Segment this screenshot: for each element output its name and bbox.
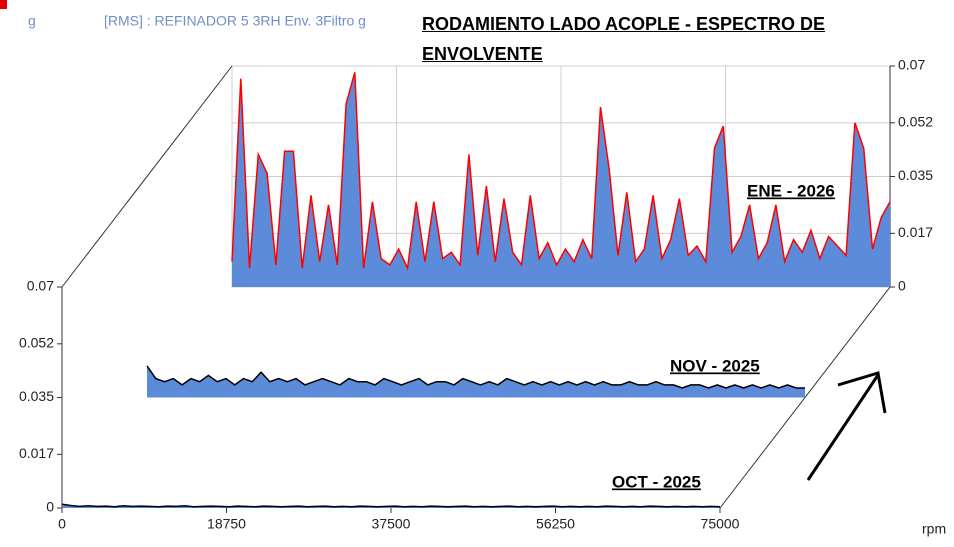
x-axis-label: rpm xyxy=(922,521,946,537)
x-tick-label: 0 xyxy=(58,516,66,532)
x-tick-label: 75000 xyxy=(701,516,740,532)
y-tick-label: 0.017 xyxy=(19,445,54,461)
spectrum-area xyxy=(232,72,890,287)
subtitle: [RMS] : REFINADOR 5 3RH Env. 3Filtro g xyxy=(104,13,366,29)
y-tick-label: 0.017 xyxy=(898,224,933,240)
window-icon xyxy=(0,0,7,9)
y-tick-label: 0 xyxy=(898,278,906,294)
y-tick-label: 0.07 xyxy=(898,57,925,73)
y-tick-label: 0.052 xyxy=(19,335,54,351)
axis-edge xyxy=(61,65,233,288)
spectrum-line xyxy=(61,503,721,508)
x-tick-label: 18750 xyxy=(207,516,246,532)
y-tick-label: 0.035 xyxy=(19,388,54,404)
series-label: NOV - 2025 xyxy=(670,356,760,375)
spectrum-line xyxy=(231,72,891,271)
x-tick-label: 56250 xyxy=(536,516,575,532)
series-label: OCT - 2025 xyxy=(612,472,701,491)
y-tick-label: 0.052 xyxy=(898,114,933,130)
chart-title: RODAMIENTO LADO ACOPLE - ESPECTRO DE ENV… xyxy=(422,14,826,64)
y-tick-label: 0.07 xyxy=(27,278,54,294)
series-label: ENE - 2026 xyxy=(747,181,835,200)
x-tick-label: 37500 xyxy=(372,516,411,532)
arrow xyxy=(806,371,887,481)
y-unit: g xyxy=(28,13,36,29)
y-tick-label: 0 xyxy=(46,499,54,515)
y-tick-label: 0.035 xyxy=(898,167,933,183)
spectrum-area xyxy=(147,365,805,398)
spectrum-line xyxy=(146,365,805,389)
